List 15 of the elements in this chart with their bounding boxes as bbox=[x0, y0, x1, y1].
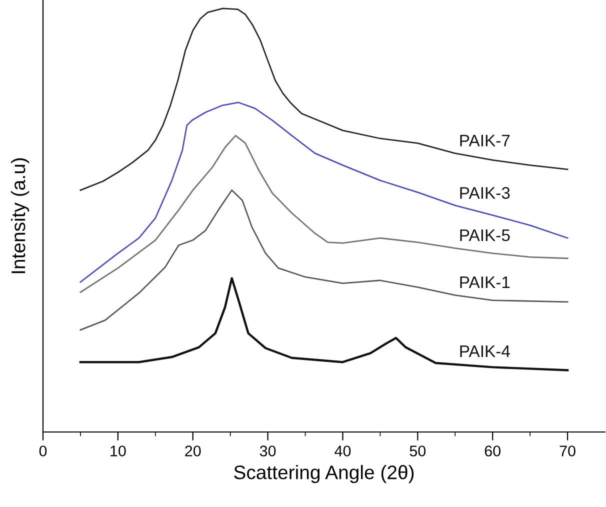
x-tick-label: 60 bbox=[484, 446, 500, 456]
series-label: PAIK-5 bbox=[460, 230, 510, 242]
x-tick-label: 50 bbox=[410, 446, 426, 456]
x-tick-label: 0 bbox=[39, 446, 47, 456]
series-label: PAIK-7 bbox=[460, 134, 510, 146]
x-tick-label: 10 bbox=[110, 446, 126, 456]
x-tick-label: 40 bbox=[334, 446, 351, 456]
series-label: PAIK-1 bbox=[460, 276, 510, 288]
x-tick-label: 70 bbox=[560, 446, 576, 456]
x-axis-title: Scattering Angle (2θ) bbox=[234, 464, 414, 484]
x-tick-label: 30 bbox=[260, 446, 276, 456]
series-label: PAIK-4 bbox=[460, 346, 510, 357]
series-label: PAIK-3 bbox=[460, 187, 510, 199]
x-tick-label: 20 bbox=[185, 446, 201, 456]
y-axis-title: Intensity (a.u) bbox=[10, 158, 30, 274]
